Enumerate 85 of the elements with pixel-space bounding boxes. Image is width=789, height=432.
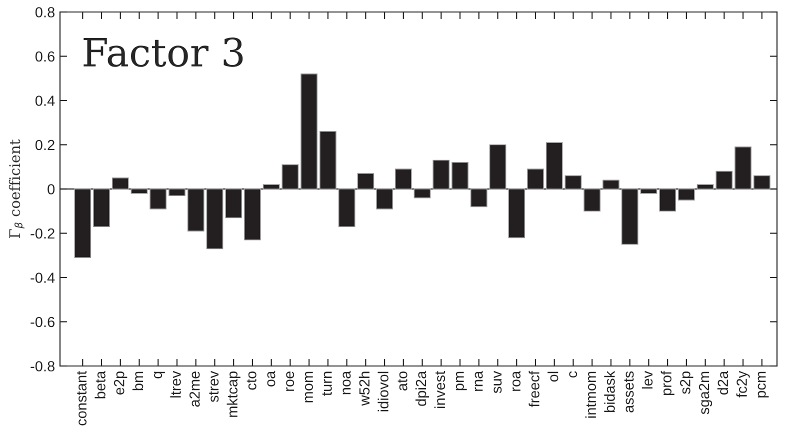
bar xyxy=(300,74,318,190)
bar xyxy=(338,188,356,228)
x-tick-label: idiovol xyxy=(378,372,388,412)
x-tick-label: q xyxy=(154,372,165,378)
y-tick-label: 0.6 xyxy=(35,51,54,62)
x-tick-label: roe xyxy=(286,372,294,391)
x-tick-label: mom xyxy=(304,372,313,402)
bar xyxy=(602,180,620,190)
x-tick-label: bidask xyxy=(604,370,615,412)
x-tick-label: pm xyxy=(456,372,467,390)
bar xyxy=(452,162,468,190)
y-tick-label: 0 xyxy=(48,184,55,194)
y-tick-label: 0.2 xyxy=(35,140,54,150)
x-tick-label: prof xyxy=(660,370,674,396)
y-axis-title: Γ$_{β}$ coefficient xyxy=(8,139,24,238)
x-tick-label: rna xyxy=(474,370,483,391)
x-tick-label: fc2y xyxy=(736,370,750,398)
x-tick-label: cto xyxy=(246,371,256,390)
bar xyxy=(262,184,280,190)
x-tick-label: suv xyxy=(494,370,502,394)
bar xyxy=(319,131,336,190)
bar xyxy=(640,188,658,194)
y-tick-label: 0.4 xyxy=(35,96,55,106)
x-tick-label: dpi2a xyxy=(415,370,430,406)
bar xyxy=(546,142,563,190)
x-tick-label: beta xyxy=(94,370,106,398)
bar xyxy=(584,188,601,212)
bar xyxy=(432,160,450,190)
bar xyxy=(470,188,488,208)
x-tick-label: strev xyxy=(209,370,219,402)
x-tick-label: freecf xyxy=(528,370,540,408)
x-tick-label: intmom xyxy=(585,372,596,418)
x-tick-label: noa xyxy=(342,370,351,394)
bar xyxy=(489,144,506,190)
x-tick-label: roa xyxy=(512,370,521,391)
bar xyxy=(357,173,374,190)
bar xyxy=(564,175,582,190)
x-tick-label: pcm xyxy=(758,372,769,398)
bar xyxy=(414,188,431,198)
x-tick-label: a2me xyxy=(189,372,200,407)
x-tick-label: bm xyxy=(132,372,144,390)
bar xyxy=(150,188,167,210)
x-tick-label: oa xyxy=(267,370,276,386)
bar xyxy=(112,178,129,190)
bar xyxy=(244,188,261,240)
x-tick-label: assets xyxy=(624,371,634,412)
y-tick-label: -0.2 xyxy=(30,228,54,239)
x-tick-label: c xyxy=(569,371,578,378)
bar xyxy=(734,146,752,190)
text: Factor 3 xyxy=(84,37,243,67)
bar xyxy=(225,188,242,218)
x-tick-label: sga2m xyxy=(698,372,712,414)
x-tick-label: constant xyxy=(76,370,87,426)
bar xyxy=(696,184,714,190)
bar xyxy=(621,188,638,245)
bar xyxy=(168,188,186,196)
bar xyxy=(206,188,224,250)
bar xyxy=(678,188,695,200)
bar xyxy=(376,188,393,210)
bar xyxy=(130,188,148,194)
x-tick-label: ato xyxy=(398,371,408,391)
bar xyxy=(74,188,92,258)
bar xyxy=(187,188,204,232)
y-tick-label: -0.6 xyxy=(30,316,54,328)
x-tick-label: turn xyxy=(322,372,332,396)
bar xyxy=(659,188,676,212)
y-tick-label: 0.8 xyxy=(35,7,55,18)
bar xyxy=(716,170,733,190)
bar xyxy=(282,164,299,190)
bar xyxy=(527,168,544,190)
x-tick-label: s2p xyxy=(680,371,694,394)
x-tick-label: invest xyxy=(434,370,446,408)
x-tick-label: mktcap xyxy=(226,371,240,417)
bar xyxy=(508,188,526,238)
bar xyxy=(93,188,110,228)
y-tick-label: -0.8 xyxy=(30,361,55,372)
x-tick-label: ltrev xyxy=(170,370,181,398)
bar xyxy=(394,168,412,190)
x-tick-label: e2p xyxy=(114,371,128,395)
x-tick-label: lev xyxy=(642,370,653,389)
y-tick-label: -0.4 xyxy=(30,272,55,283)
x-tick-label: d2a xyxy=(717,370,728,395)
bar xyxy=(753,175,770,190)
x-tick-label: w52h xyxy=(358,372,370,406)
x-tick-label: ol xyxy=(548,372,558,382)
